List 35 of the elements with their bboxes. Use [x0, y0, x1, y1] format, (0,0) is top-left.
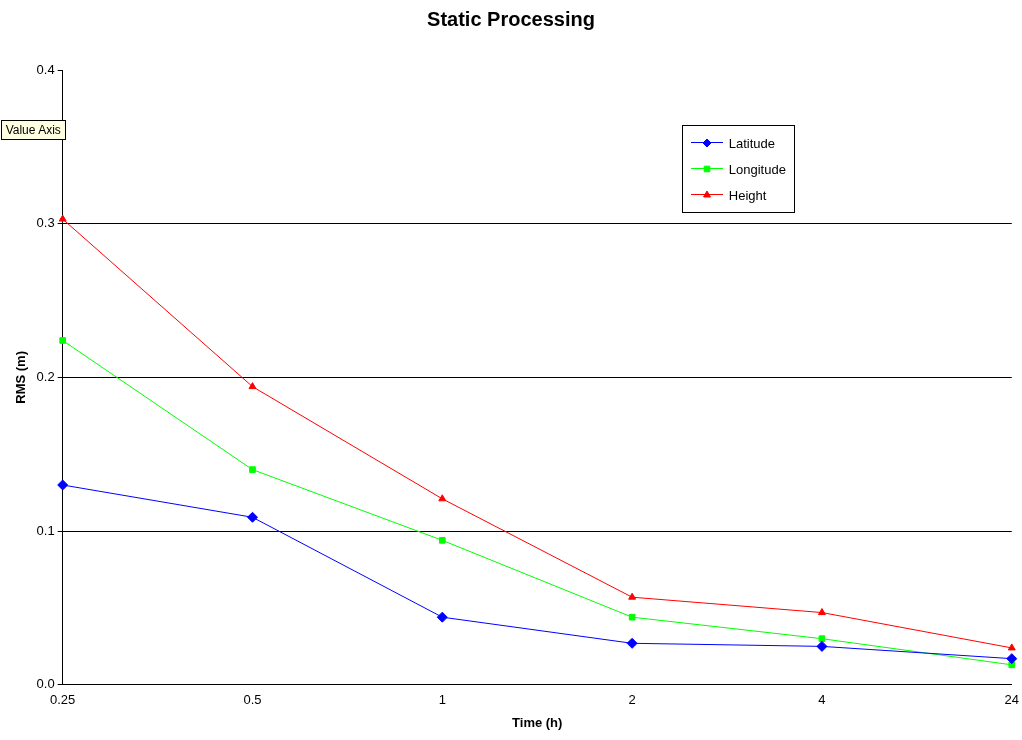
point	[1006, 653, 1018, 665]
point	[248, 382, 257, 390]
point	[246, 511, 258, 523]
y-axis-title: RMS (m)	[13, 351, 29, 404]
point	[816, 640, 828, 652]
point	[817, 608, 826, 616]
y-tick-label: 0.2	[36, 368, 55, 384]
point	[438, 536, 446, 544]
legend-label: Latitude	[728, 135, 776, 151]
point	[436, 611, 448, 623]
point	[58, 214, 67, 222]
legend-label: Height	[728, 187, 767, 203]
x-tick-label: 0.5	[243, 692, 262, 708]
point	[628, 592, 637, 600]
chart-title: Static Processing	[426, 8, 596, 31]
legend-label: Longitude	[728, 161, 786, 177]
point	[57, 479, 69, 491]
y-tick-label: 0.1	[36, 522, 55, 538]
point	[626, 637, 638, 649]
point	[438, 494, 447, 502]
y-tick-label: 0.4	[36, 61, 55, 77]
x-tick-label: 24	[1004, 692, 1019, 708]
point	[628, 613, 636, 621]
y-tick-label: 0.3	[36, 215, 55, 231]
x-tick-label: 2	[628, 692, 636, 708]
x-axis-title: Time (h)	[512, 714, 563, 730]
point	[59, 337, 66, 344]
y-tick-label: 0.0	[36, 676, 55, 692]
x-tick-label: 4	[818, 692, 826, 708]
point	[249, 466, 256, 473]
x-tick-label: 1	[438, 692, 446, 708]
point	[818, 635, 826, 643]
x-tick-label: 0.25	[50, 692, 76, 708]
text: Value Axis	[0, 120, 66, 140]
point	[1007, 643, 1016, 651]
